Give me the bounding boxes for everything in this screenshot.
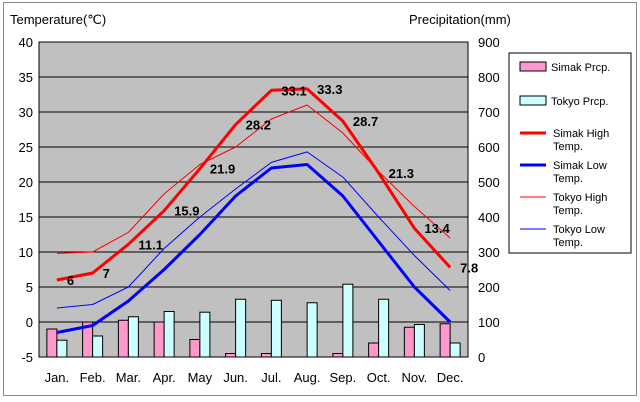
y-right-tick-label: 600 (478, 140, 500, 155)
x-tick-label: Feb. (80, 370, 106, 385)
data-label: 28.2 (246, 118, 271, 133)
y-left-axis-title: Temperature(℃) (10, 12, 106, 27)
temperature-lines (56, 87, 452, 334)
precip-bar (127, 316, 139, 358)
precip-bar (270, 299, 282, 358)
x-tick-label: Nov. (401, 370, 427, 385)
precip-bar (413, 323, 425, 358)
precip-bar (199, 311, 211, 358)
precip-bar (260, 353, 272, 358)
temp-line (56, 104, 451, 254)
y-right-tick-label: 800 (478, 70, 500, 85)
precip-bar (342, 283, 354, 358)
precip-bar (368, 342, 380, 358)
legend-label: Temp. (553, 173, 583, 185)
data-label: 15.9 (174, 204, 199, 219)
precip-bar (332, 353, 344, 358)
legend: Simak Prcp.Tokyo Prcp.Simak HighTemp.Sim… (519, 61, 610, 249)
chart-frame: Temperature(℃) Precipitation(mm) 6 7 11.1 1… (3, 2, 637, 396)
legend-label: Tokyo Low (553, 224, 605, 236)
data-label: 28.7 (353, 114, 378, 129)
legend-box (508, 52, 632, 254)
data-label: 11.1 (138, 237, 163, 252)
data-label: 6 (67, 273, 74, 288)
x-tick-label: Sep. (330, 370, 357, 385)
precip-bar (56, 339, 68, 358)
y-right-tick-label: 100 (478, 315, 500, 330)
y-right-tick-label: 400 (478, 210, 500, 225)
y-right-tick-label: 200 (478, 280, 500, 295)
legend-swatch (519, 95, 547, 106)
climate-chart: Temperature(℃) Precipitation(mm) 6 7 11.1 1… (10, 12, 632, 385)
x-tick-label: Mar. (116, 370, 141, 385)
y-right-tick-label: 300 (478, 245, 500, 260)
legend-label: Temp. (553, 141, 583, 153)
y-left-tick-label: -5 (21, 350, 33, 365)
y-left-tick-label: 5 (26, 280, 33, 295)
y-right-tick-label: 700 (478, 105, 500, 120)
x-tick-label: Jun. (223, 370, 248, 385)
y-right-axis-title: Precipitation(mm) (409, 12, 511, 27)
x-tick-label: Oct. (367, 370, 391, 385)
temp-line (56, 87, 452, 282)
plot-area (38, 41, 469, 358)
y-left-tick-label: 0 (26, 315, 33, 330)
y-left-tick-label: 40 (19, 35, 33, 50)
precip-bar (306, 302, 318, 358)
y-right-tick-label: 0 (478, 350, 485, 365)
data-label: 21.9 (210, 162, 235, 177)
precip-bar (117, 319, 129, 358)
precip-bar (189, 339, 201, 358)
y-left-tick-label: 30 (19, 105, 33, 120)
x-tick-label: Jul. (261, 370, 281, 385)
precip-bar (378, 298, 390, 358)
y-right-tick-label: 500 (478, 175, 500, 190)
temp-line (56, 151, 451, 309)
data-label: 13.4 (424, 221, 450, 236)
legend-label: Temp. (553, 237, 583, 249)
axis-ticks: -505101520253035400100200300400500600700… (19, 35, 500, 385)
x-tick-label: Apr. (153, 370, 176, 385)
legend-label: Tokyo High (553, 192, 607, 204)
precip-bar (403, 326, 415, 358)
y-left-tick-label: 10 (19, 245, 33, 260)
legend-swatch (519, 61, 547, 72)
legend-label: Temp. (553, 205, 583, 217)
x-tick-label: Dec. (437, 370, 464, 385)
y-left-tick-label: 35 (19, 70, 33, 85)
y-left-tick-label: 25 (19, 140, 33, 155)
precip-bar (449, 342, 461, 358)
precipitation-bars (46, 283, 461, 358)
y-right-tick-label: 900 (478, 35, 500, 50)
precip-bar (163, 311, 175, 358)
legend-label: Simak Prcp. (551, 62, 610, 74)
precip-bar (235, 298, 247, 358)
precip-bar (153, 321, 165, 358)
data-label: 21.3 (389, 166, 414, 181)
legend-label: Tokyo Prcp. (551, 96, 608, 108)
y-left-tick-label: 15 (19, 210, 33, 225)
legend-label: Simak Low (553, 160, 607, 172)
precip-bar (225, 353, 237, 358)
x-tick-label: May (188, 370, 213, 385)
precip-bar (92, 335, 104, 358)
legend-label: Simak High (553, 128, 609, 140)
x-tick-label: Jan. (45, 370, 70, 385)
temp-line (56, 163, 452, 334)
x-tick-label: Aug. (294, 370, 321, 385)
y-left-tick-label: 20 (19, 175, 33, 190)
data-labels: 6 7 11.1 15.9 21.9 28.2 33.1 33.3 28.7 21.3 13.4 7.… (67, 82, 478, 288)
precip-bar (46, 328, 58, 358)
precip-bar (439, 323, 451, 358)
data-label: 7.8 (460, 260, 478, 275)
data-label: 7 (103, 266, 110, 281)
data-label: 33.1 (281, 83, 306, 98)
data-label: 33.3 (317, 82, 342, 97)
